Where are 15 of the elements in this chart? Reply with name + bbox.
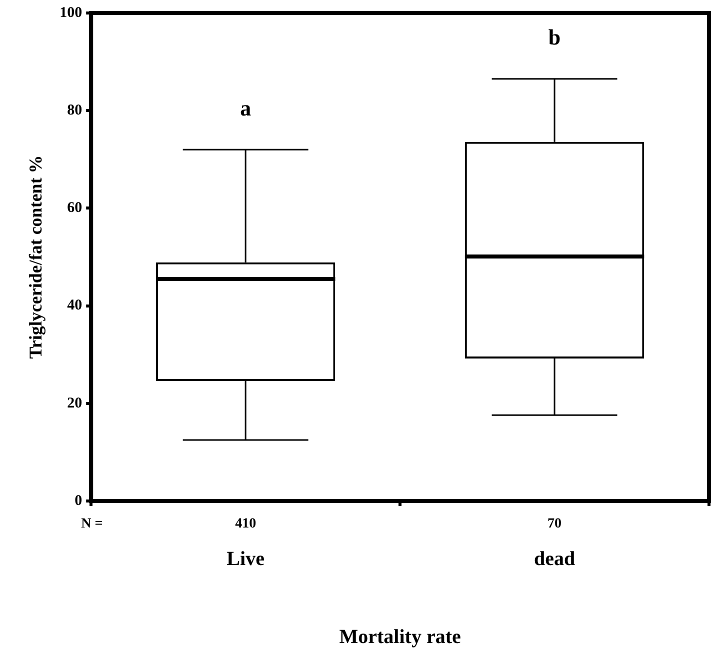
- y-tick-label: 20: [67, 395, 82, 412]
- annotation: b: [548, 24, 561, 50]
- text: 410: [235, 516, 256, 532]
- y-tick-label: 60: [67, 200, 82, 216]
- text: 70: [548, 516, 562, 532]
- y-tick-label: 0: [74, 492, 82, 509]
- x-tick-label: dead: [534, 548, 576, 570]
- annotation: a: [240, 95, 252, 120]
- y-tick-label: 40: [67, 298, 82, 314]
- y-tick-label: 80: [67, 102, 82, 118]
- text: N =: [81, 516, 103, 532]
- y-tick-label: 100: [60, 4, 82, 21]
- x-tick-label: Live: [226, 548, 265, 570]
- y-axis-title: Triglyceride/fat content %: [25, 155, 46, 359]
- x-axis-title: Mortality rate: [339, 626, 461, 648]
